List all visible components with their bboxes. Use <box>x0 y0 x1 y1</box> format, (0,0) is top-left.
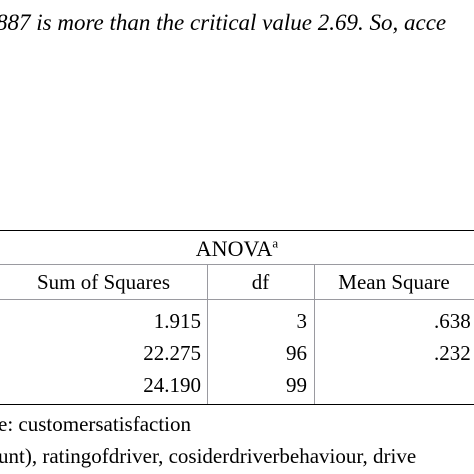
table-bottom-rule <box>0 404 474 405</box>
row3-sum-of-squares: 24.190 <box>143 373 201 397</box>
footnote-predictors: unt), ratingofdriver, cosiderdriverbehav… <box>0 444 417 468</box>
table-title: ANOVAa <box>0 235 474 263</box>
row2-sum-of-squares: 22.275 <box>143 341 201 365</box>
table-caption-row: ANOVAa <box>0 230 474 264</box>
table-title-text: ANOVA <box>195 236 273 261</box>
header-sum-of-squares: Sum of Squares <box>0 264 207 300</box>
column-divider-1 <box>207 264 208 404</box>
row2-mean-square: .232 <box>434 341 471 365</box>
row1-mean-square: .638 <box>434 309 471 333</box>
footnote-dependent-variable: e: customersatisfaction <box>0 412 192 436</box>
row1-df: 3 <box>296 309 308 333</box>
row3-df: 99 <box>286 373 307 397</box>
intro-paragraph: 887 is more than the critical value 2.69… <box>0 10 447 35</box>
table-title-superscript: a <box>272 235 279 251</box>
row1-sum-of-squares: 1.915 <box>153 309 201 333</box>
row2-df: 96 <box>286 341 307 365</box>
header-df: df <box>207 264 314 300</box>
column-divider-2 <box>314 264 315 404</box>
header-mean-square: Mean Square <box>314 264 474 300</box>
row3-mean-square <box>314 368 474 402</box>
